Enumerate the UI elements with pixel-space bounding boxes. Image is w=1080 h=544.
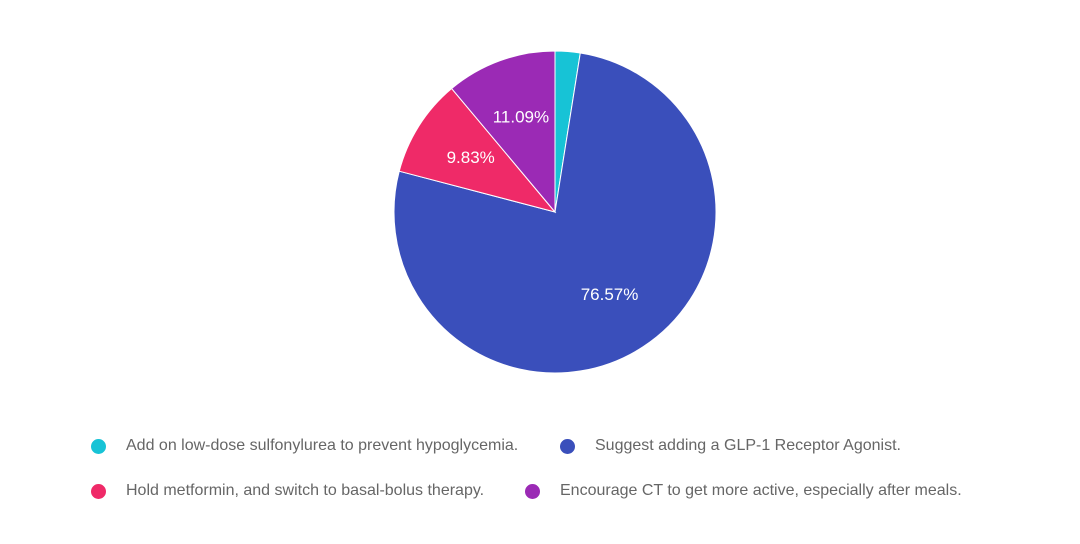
legend-item-metformin[interactable]: Hold metformin, and switch to basal-bolu… [91,482,484,500]
pie-chart: 76.57% 9.83% 11.09% [393,50,717,374]
legend-dot-icon [560,438,575,454]
pie-slice-1[interactable] [393,52,717,374]
slice-value-label-1: 76.57% [581,285,639,304]
slice-value-label-2: 9.83% [447,148,495,167]
legend-label: Add on low-dose sulfonylurea to prevent … [126,437,519,454]
pie-slices [393,50,717,374]
pie-labels: 76.57% 9.83% 11.09% [447,108,639,304]
pie-slice-2[interactable] [398,87,557,213]
legend-dot-icon [525,483,540,499]
legend-label: Hold metformin, and switch to basal-bolu… [126,482,485,499]
legend-item-active[interactable]: Encourage CT to get more active, especia… [525,482,962,500]
legend-dot-icon [91,438,106,454]
legend-item-sulfonylurea[interactable]: Add on low-dose sulfonylurea to prevent … [91,437,518,455]
legend-item-glp1[interactable]: Suggest adding a GLP-1 Receptor Agonist. [560,437,901,455]
legend-label: Encourage CT to get more active, especia… [560,482,962,499]
legend-dot-icon [91,483,106,499]
legend-label: Suggest adding a GLP-1 Receptor Agonist. [595,437,901,454]
slice-value-label-3: 11.09% [493,108,549,127]
pie-slice-3[interactable] [450,50,556,214]
